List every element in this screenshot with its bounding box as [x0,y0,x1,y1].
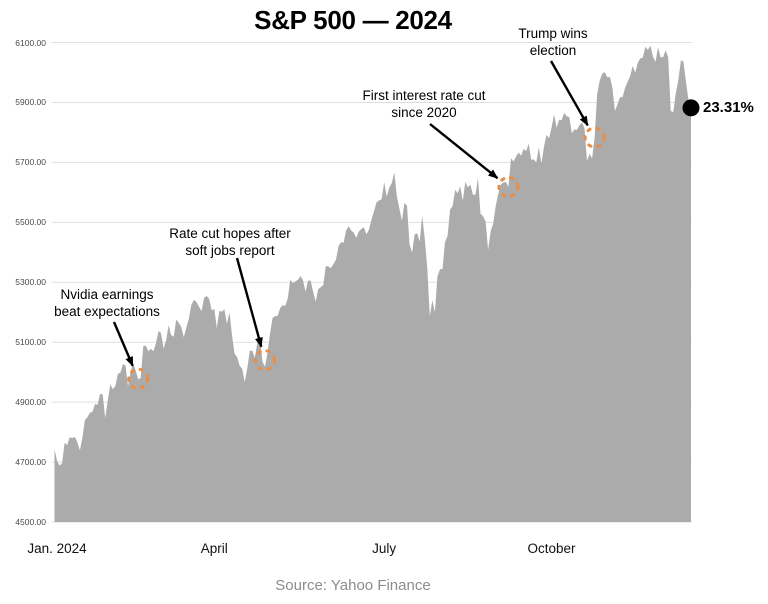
annotation-arrow [429,123,499,180]
event-marker-circle [127,367,150,390]
annotation-arrow [235,257,263,348]
price-area-series [54,45,691,522]
event-marker-circle [253,349,276,372]
annotation-arrow [549,60,589,127]
area-fill [54,45,691,522]
end-dot [682,99,700,117]
annotation-arrows [112,60,589,367]
event-marker-circle [583,126,606,149]
annotation-arrow [112,321,134,367]
event-marker-circle [497,175,520,198]
event-markers [127,99,700,390]
